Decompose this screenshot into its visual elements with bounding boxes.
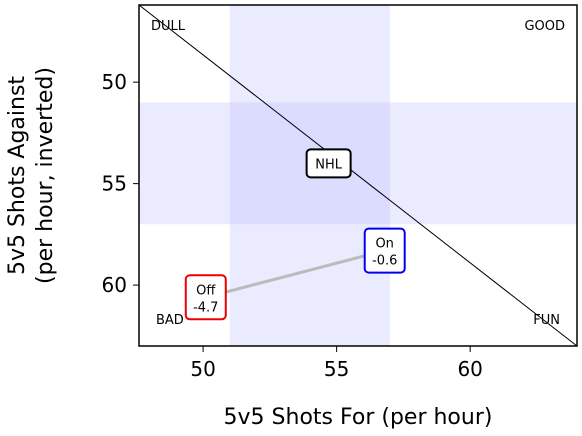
corner-label-bottom-left: BAD [156,313,184,328]
point-label: On [375,237,393,252]
y-axis-label-line-2: (per hour, inverted) [33,67,58,284]
diagonal-line [138,4,578,347]
point-off: Off -4.7 [184,274,227,321]
point-box [184,274,227,321]
corner-label-bottom-right: FUN [533,313,560,328]
data-points: NHL On -0.6 Off -4.7 [184,148,406,321]
point-box [363,227,406,274]
x-tick-label: 50 [190,357,215,381]
x-axis-label: 5v5 Shots For (per hour) [224,405,493,430]
corner-labels: DULL GOOD BAD FUN [151,19,565,328]
x-tick-label: 55 [324,357,349,381]
y-tick-label: 55 [102,172,127,196]
point-sublabel: -0.6 [372,254,397,269]
plot-frame [138,4,578,347]
point-box [305,148,352,179]
point-sublabel: -4.7 [193,300,218,315]
y-axis-label-line-1: 5v5 Shots Against [5,76,30,275]
point-on: On -0.6 [363,227,406,274]
point-nhl: NHL [305,148,352,179]
on-off-connector [205,249,386,299]
league-band-horizontal [139,102,577,225]
corner-label-top-left: DULL [151,19,186,34]
corner-label-top-right: GOOD [524,19,565,34]
x-axis-ticks: 50 55 60 [190,346,483,381]
y-tick-label: 60 [102,273,127,297]
point-label: NHL [315,157,343,172]
y-tick-label: 50 [102,70,127,94]
x-tick-label: 60 [457,357,482,381]
chart-lines [138,4,578,347]
point-label: Off [196,283,216,298]
y-axis-ticks: 50 55 60 [102,70,139,297]
league-bands [139,5,577,346]
